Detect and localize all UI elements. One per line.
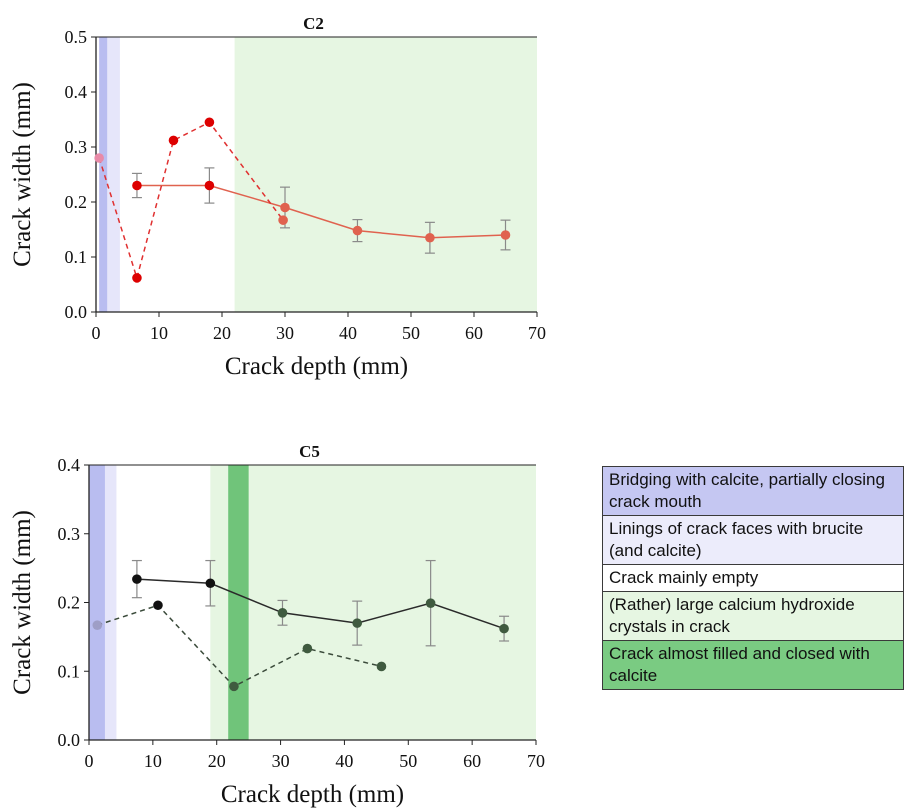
- c2-y-tick-label: 0.0: [65, 302, 88, 322]
- c2-series-1-line: [98, 121, 284, 281]
- c5-y-axis-label: Crack width (mm): [9, 510, 36, 695]
- c2-series-1-point: [168, 135, 179, 146]
- c5-series-1-point: [376, 661, 387, 672]
- c5-x-tick-label: 70: [527, 751, 545, 771]
- c2-series-0-point: [132, 180, 142, 191]
- c5-series-0-point: [132, 574, 142, 584]
- c2-series-1-point: [204, 117, 215, 128]
- c5-y-tick-label: 0.2: [58, 593, 81, 613]
- c5-x-tick-label: 20: [208, 751, 226, 771]
- c5-y-tick-label: 0.3: [58, 524, 81, 544]
- c5-series-1-point: [92, 620, 103, 630]
- c2-y-tick-label: 0.5: [65, 27, 88, 47]
- c2-x-tick-label: 30: [276, 323, 294, 343]
- c2-zone-1: [107, 37, 120, 312]
- c5-series-0-line: [136, 578, 505, 630]
- legend-item-empty: Crack mainly empty: [602, 565, 904, 592]
- c5-series-0-point: [205, 578, 216, 589]
- c2-y-tick-label: 0.4: [65, 82, 88, 102]
- legend-item-filled-calcite: Crack almost filled and closed with calc…: [602, 641, 904, 690]
- c2-zone-0: [99, 37, 108, 312]
- c2-series-0-line: [136, 184, 506, 239]
- c2-x-tick-label: 70: [528, 323, 546, 343]
- c5-zone-0: [89, 465, 105, 740]
- c5-series-1-point: [302, 643, 313, 654]
- c5-x-tick-label: 30: [272, 751, 290, 771]
- c2-series-0-point: [204, 180, 215, 191]
- c2-x-tick-label: 10: [150, 323, 168, 343]
- c2-series-0-point: [425, 232, 435, 243]
- c2-y-tick-label: 0.2: [65, 192, 88, 212]
- c2-title: C2: [303, 14, 324, 33]
- c5-series-0-point: [352, 618, 363, 628]
- c2-x-tick-label: 50: [402, 323, 420, 343]
- legend-item-linings: Linings of crack faces with brucite (and…: [602, 516, 904, 565]
- c5-x-axis-label: Crack depth (mm): [221, 781, 404, 808]
- legend-item-bridging: Bridging with calcite, partially closing…: [602, 466, 904, 516]
- c5-x-tick-label: 0: [85, 751, 94, 771]
- c2-x-tick-label: 40: [339, 323, 357, 343]
- c2-series-1-point: [278, 215, 288, 225]
- c5-y-tick-label: 0.4: [58, 455, 81, 475]
- c2-series-1-point: [132, 273, 142, 283]
- c2-y-tick-label: 0.1: [65, 247, 88, 267]
- legend-item-calcium-hydroxide: (Rather) large calcium hydroxide crystal…: [602, 592, 904, 641]
- c2-y-axis-label: Crack width (mm): [9, 82, 36, 267]
- c2-y-tick-label: 0.3: [65, 137, 88, 157]
- c5-x-tick-label: 50: [399, 751, 417, 771]
- c2-series-0-point: [352, 225, 363, 236]
- c2-x-tick-label: 20: [213, 323, 231, 343]
- c5-title: C5: [299, 442, 320, 461]
- zone-legend: Bridging with calcite, partially closing…: [602, 466, 904, 690]
- c5-zone-3: [228, 465, 249, 740]
- c5-series-0-point: [499, 623, 509, 634]
- c2-x-axis-label: Crack depth (mm): [225, 353, 408, 380]
- c5-series-0-point: [277, 608, 288, 618]
- c2-x-tick-label: 60: [465, 323, 483, 343]
- c5-series-1-point: [153, 600, 163, 611]
- c5-y-tick-label: 0.0: [58, 730, 81, 750]
- c2-series-0-point: [280, 202, 290, 213]
- c5-x-tick-label: 60: [463, 751, 481, 771]
- c5-x-tick-label: 10: [144, 751, 162, 771]
- c5-zone-2: [210, 465, 537, 740]
- c5-y-tick-label: 0.1: [58, 661, 81, 681]
- c2-series-1-point: [94, 153, 104, 163]
- c2-x-tick-label: 0: [92, 323, 101, 343]
- c5-x-tick-label: 40: [335, 751, 353, 771]
- c2-zone-2: [234, 37, 537, 312]
- c5-zone-1: [104, 465, 117, 740]
- c5-series-0-point: [425, 598, 436, 608]
- c5-series-1-point: [229, 681, 239, 692]
- c2-series-0-point: [500, 230, 511, 240]
